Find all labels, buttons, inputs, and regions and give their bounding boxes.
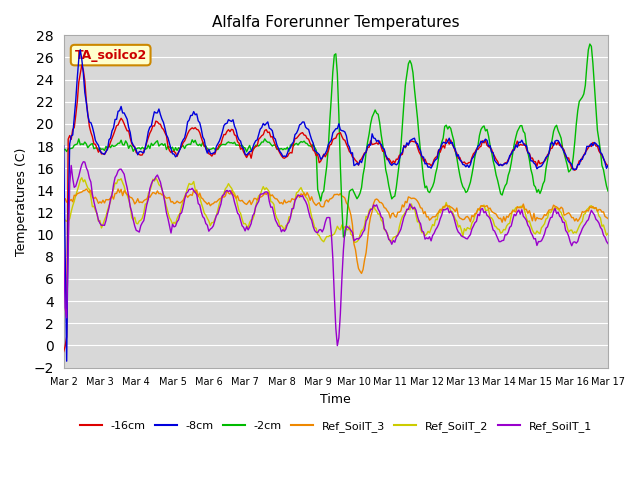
- Text: TA_soilco2: TA_soilco2: [74, 48, 147, 61]
- Y-axis label: Temperatures (C): Temperatures (C): [15, 147, 28, 256]
- Legend: -16cm, -8cm, -2cm, Ref_SoilT_3, Ref_SoilT_2, Ref_SoilT_1: -16cm, -8cm, -2cm, Ref_SoilT_3, Ref_Soil…: [76, 416, 596, 436]
- X-axis label: Time: Time: [321, 393, 351, 406]
- Title: Alfalfa Forerunner Temperatures: Alfalfa Forerunner Temperatures: [212, 15, 460, 30]
